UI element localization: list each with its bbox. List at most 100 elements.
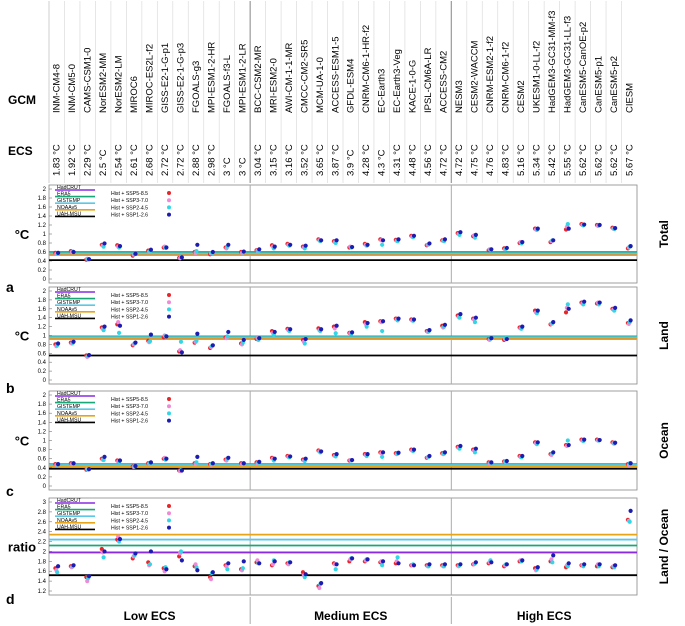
data-point	[303, 243, 308, 248]
data-point	[164, 245, 169, 250]
data-point	[288, 560, 293, 565]
ecs-value-label: 5.62 °C	[609, 144, 620, 176]
data-point	[210, 249, 215, 255]
legend-marker	[167, 198, 171, 203]
ecs-value-label: 4.75 °C	[470, 144, 481, 176]
data-point	[628, 508, 633, 513]
y-tick-label: 1.6	[38, 411, 47, 417]
gcm-name-label: EC-Earth3-Veg	[392, 49, 403, 113]
legend-marker	[167, 404, 171, 409]
data-point	[396, 561, 401, 566]
legend-label: GISTEMP	[57, 198, 81, 204]
ecs-value-label: 3.04 °C	[253, 144, 264, 176]
ecs-value-label: 4.48 °C	[408, 144, 419, 176]
data-point	[628, 244, 633, 249]
data-point	[241, 461, 246, 466]
legend-label: Hist + SSP3-7.0	[111, 198, 148, 204]
data-point	[133, 251, 138, 256]
data-point	[551, 450, 556, 455]
y-tick-label: 1.2	[38, 325, 47, 331]
panel-letter: d	[6, 591, 15, 607]
data-point	[582, 299, 587, 304]
ecs-value-label: 2.72 °C	[160, 144, 171, 176]
data-point	[241, 559, 246, 564]
legend-marker	[167, 411, 171, 416]
ecs-value-label: 3.9 °C	[346, 149, 357, 176]
gcm-name-label: EC-Earth3	[377, 69, 388, 113]
data-point	[411, 233, 417, 238]
y-tick-label: 2.2	[38, 540, 47, 546]
data-point	[597, 300, 602, 305]
data-point	[303, 336, 308, 342]
legend-marker	[167, 511, 171, 516]
data-point	[302, 341, 307, 346]
y-tick-label: 0.6	[38, 250, 47, 256]
legend-marker	[167, 205, 171, 210]
panel-letter: b	[6, 380, 15, 396]
ecs-value-label: 3.87 °C	[330, 144, 341, 176]
ecs-value-label: 5.62 °C	[578, 144, 589, 176]
data-point	[164, 334, 169, 339]
gcm-name-label: UKESM1-0-LL-f2	[531, 41, 542, 113]
data-point	[535, 440, 540, 445]
data-point	[551, 320, 556, 325]
data-point	[178, 549, 184, 554]
y-axis-label: °C	[15, 434, 30, 449]
data-point	[257, 247, 262, 252]
gcm-name-label: GISS-E2-1-G-p1	[160, 43, 171, 113]
data-point	[613, 226, 618, 231]
legend-marker	[167, 525, 171, 530]
y-tick-label: 1.4	[38, 579, 47, 585]
y-tick-label: 0.2	[38, 475, 47, 481]
data-point	[535, 308, 540, 313]
data-point	[566, 226, 571, 231]
ecs-value-label: 4.3 °C	[377, 149, 388, 176]
data-point	[504, 458, 509, 464]
y-tick-label: 0.2	[38, 268, 47, 274]
ecs-value-label: 3.52 °C	[299, 144, 310, 176]
legend-marker	[167, 191, 171, 195]
legend-label: HadCRUT	[57, 287, 82, 293]
data-point	[458, 312, 463, 317]
legend-label: ERA5	[57, 294, 71, 300]
y-tick-label: 0	[43, 484, 47, 490]
legend-label: ERA5	[57, 192, 71, 198]
data-point	[380, 242, 385, 247]
data-point	[565, 438, 570, 443]
data-point	[504, 336, 509, 342]
data-point	[380, 563, 385, 568]
data-point	[210, 343, 215, 348]
gcm-name-label: INM-CM4-8	[52, 64, 63, 113]
gcm-name-label: CIESM	[624, 83, 635, 113]
data-point	[194, 249, 199, 254]
ecs-value-label: 4.76 °C	[485, 144, 496, 176]
data-point	[458, 230, 463, 235]
data-point	[520, 453, 525, 459]
data-point	[472, 450, 478, 455]
data-point	[241, 337, 246, 343]
panel-c: 0 0.2 0.4 0.6 0.8 1 1.2 1.4 1.6 1.8 2 HadCRUTERA5GI…	[6, 390, 671, 499]
legend-marker	[167, 314, 171, 319]
legend-label: Hist + SSP1-2.6	[111, 213, 148, 219]
data-point	[535, 226, 540, 231]
data-point	[380, 454, 385, 459]
data-point	[71, 461, 76, 466]
y-tick-label: 1.6	[38, 307, 47, 313]
gcm-name-label: MRI-ESM2-0	[268, 58, 279, 113]
data-point	[133, 463, 138, 469]
data-point	[71, 249, 76, 255]
ecs-value-label: 2.98 °C	[206, 144, 217, 176]
data-point	[473, 560, 478, 565]
data-point	[349, 244, 355, 250]
data-point	[116, 330, 122, 335]
group-label-high-ecs: High ECS	[517, 609, 572, 623]
legend-label: HadCRUT	[57, 498, 82, 504]
panel-b: 00.20.40.60.811.21.41.61.82 HadCRUTERA5GI…	[6, 286, 671, 396]
ecs-value-label: 1.92 °C	[67, 144, 78, 176]
ecs-value-label: 5.16 °C	[516, 144, 527, 176]
data-point	[288, 242, 293, 247]
legend-label: Hist + SSP3-7.0	[111, 511, 148, 517]
y-tick-label: 0.6	[38, 457, 47, 463]
y-tick-label: 1.6	[38, 569, 47, 575]
legend-marker	[167, 307, 171, 312]
